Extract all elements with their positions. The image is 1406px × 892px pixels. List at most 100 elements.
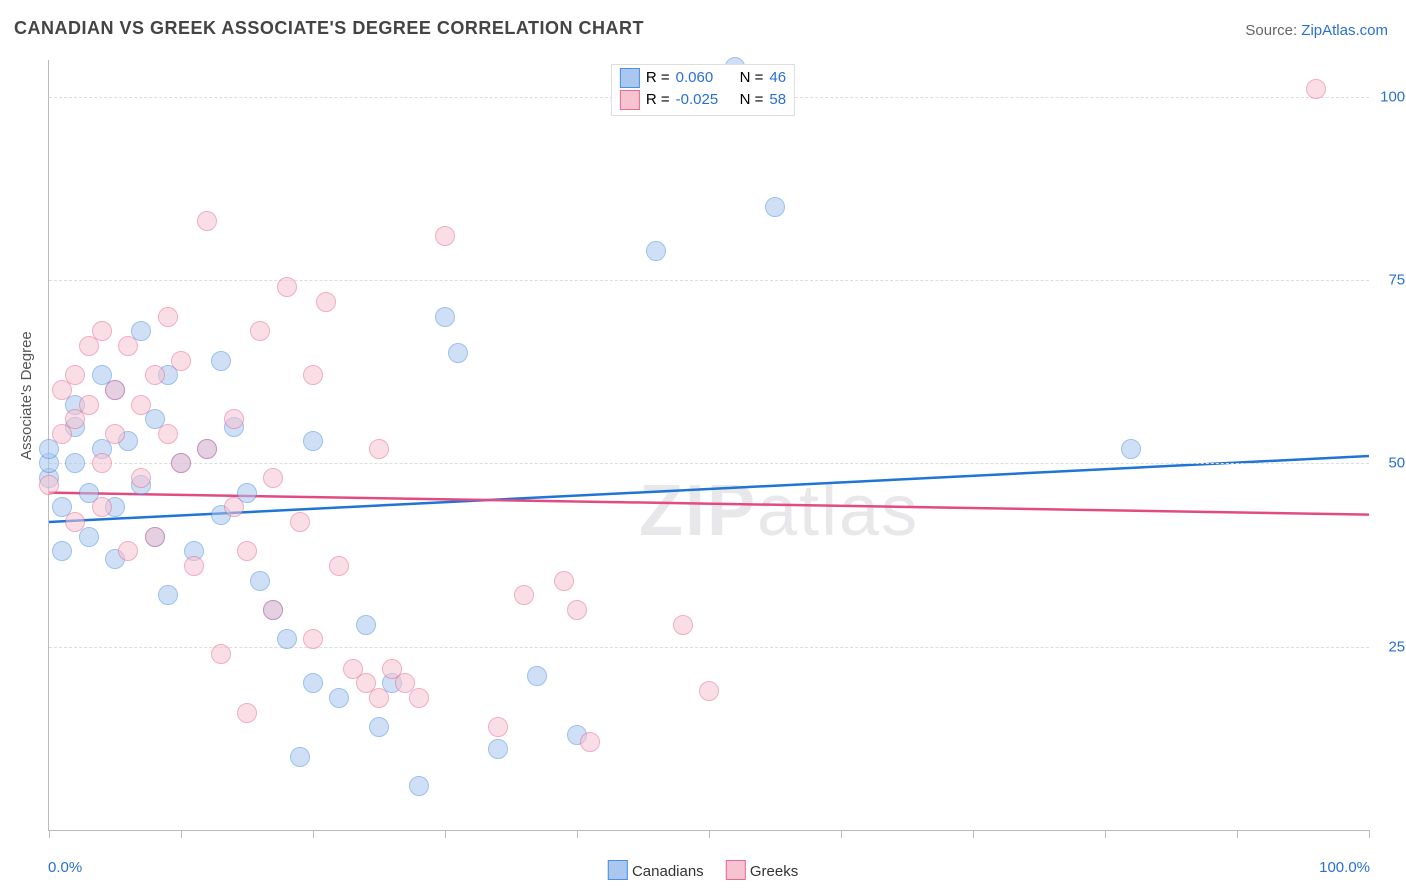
x-tick xyxy=(841,830,842,838)
r-label: R = xyxy=(646,67,670,89)
data-point-greeks xyxy=(316,292,336,312)
n-label: N = xyxy=(740,89,764,111)
data-point-greeks xyxy=(118,336,138,356)
watermark-bold: ZIP xyxy=(639,471,757,551)
data-point-greeks xyxy=(65,512,85,532)
gridline xyxy=(49,280,1369,281)
data-point-greeks xyxy=(673,615,693,635)
data-point-greeks xyxy=(105,380,125,400)
legend-row: R = 0.060 N = 46 xyxy=(620,67,786,89)
source-prefix: Source: xyxy=(1245,22,1301,39)
x-tick xyxy=(709,830,710,838)
x-tick xyxy=(1105,830,1106,838)
watermark: ZIPatlas xyxy=(639,470,919,552)
n-value: 46 xyxy=(769,67,786,89)
legend-row: R = -0.025 N = 58 xyxy=(620,89,786,111)
data-point-canadians xyxy=(369,717,389,737)
data-point-greeks xyxy=(369,688,389,708)
data-point-greeks xyxy=(79,395,99,415)
data-point-canadians xyxy=(211,351,231,371)
data-point-greeks xyxy=(158,307,178,327)
series-legend-item: Canadians xyxy=(608,860,704,880)
data-point-greeks xyxy=(329,556,349,576)
data-point-greeks xyxy=(145,527,165,547)
data-point-canadians xyxy=(290,747,310,767)
x-tick xyxy=(973,830,974,838)
data-point-greeks xyxy=(369,439,389,459)
data-point-greeks xyxy=(263,468,283,488)
data-point-canadians xyxy=(52,541,72,561)
x-tick xyxy=(1237,830,1238,838)
data-point-greeks xyxy=(92,321,112,341)
data-point-canadians xyxy=(409,776,429,796)
data-point-greeks xyxy=(514,585,534,605)
data-point-canadians xyxy=(303,431,323,451)
data-point-greeks xyxy=(554,571,574,591)
source-credit: Source: ZipAtlas.com xyxy=(1245,22,1388,39)
legend-swatch xyxy=(620,90,640,110)
data-point-greeks xyxy=(131,395,151,415)
legend-swatch xyxy=(726,860,746,880)
data-point-canadians xyxy=(158,585,178,605)
x-tick xyxy=(445,830,446,838)
data-point-canadians xyxy=(329,688,349,708)
data-point-greeks xyxy=(171,351,191,371)
series-legend: Canadians Greeks xyxy=(608,860,798,880)
data-point-canadians xyxy=(65,453,85,473)
data-point-greeks xyxy=(488,717,508,737)
data-point-greeks xyxy=(277,277,297,297)
data-point-greeks xyxy=(263,600,283,620)
data-point-canadians xyxy=(1121,439,1141,459)
x-tick xyxy=(181,830,182,838)
r-value: -0.025 xyxy=(676,89,734,111)
r-value: 0.060 xyxy=(676,67,734,89)
data-point-canadians xyxy=(488,739,508,759)
x-axis-max-label: 100.0% xyxy=(1319,859,1370,876)
data-point-greeks xyxy=(303,629,323,649)
n-value: 58 xyxy=(769,89,786,111)
data-point-greeks xyxy=(303,365,323,385)
data-point-greeks xyxy=(1306,79,1326,99)
data-point-canadians xyxy=(646,241,666,261)
data-point-greeks xyxy=(171,453,191,473)
data-point-canadians xyxy=(765,197,785,217)
data-point-canadians xyxy=(527,666,547,686)
data-point-greeks xyxy=(409,688,429,708)
data-point-greeks xyxy=(224,409,244,429)
x-tick xyxy=(49,830,50,838)
data-point-greeks xyxy=(184,556,204,576)
data-point-greeks xyxy=(105,424,125,444)
x-tick xyxy=(577,830,578,838)
series-legend-item: Greeks xyxy=(726,860,799,880)
data-point-greeks xyxy=(39,475,59,495)
y-tick-label: 25.0% xyxy=(1388,638,1406,655)
chart-title: CANADIAN VS GREEK ASSOCIATE'S DEGREE COR… xyxy=(14,18,644,39)
data-point-greeks xyxy=(237,703,257,723)
data-point-greeks xyxy=(92,453,112,473)
data-point-greeks xyxy=(699,681,719,701)
data-point-canadians xyxy=(250,571,270,591)
data-point-canadians xyxy=(277,629,297,649)
data-point-greeks xyxy=(211,644,231,664)
data-point-greeks xyxy=(435,226,455,246)
data-point-greeks xyxy=(145,365,165,385)
y-tick-label: 75.0% xyxy=(1388,272,1406,289)
gridline xyxy=(49,647,1369,648)
r-label: R = xyxy=(646,89,670,111)
plot-area: ZIPatlas 25.0%50.0%75.0%100.0% xyxy=(48,60,1369,831)
series-label: Greeks xyxy=(750,863,798,880)
n-label: N = xyxy=(740,67,764,89)
source-link[interactable]: ZipAtlas.com xyxy=(1301,22,1388,39)
legend-swatch xyxy=(608,860,628,880)
x-tick xyxy=(313,830,314,838)
correlation-legend: R = 0.060 N = 46 R = -0.025 N = 58 xyxy=(611,64,795,116)
data-point-greeks xyxy=(237,541,257,561)
data-point-greeks xyxy=(290,512,310,532)
legend-swatch xyxy=(620,68,640,88)
data-point-canadians xyxy=(448,343,468,363)
data-point-greeks xyxy=(131,468,151,488)
data-point-greeks xyxy=(158,424,178,444)
data-point-greeks xyxy=(250,321,270,341)
y-tick-label: 100.0% xyxy=(1380,88,1406,105)
gridline xyxy=(49,463,1369,464)
